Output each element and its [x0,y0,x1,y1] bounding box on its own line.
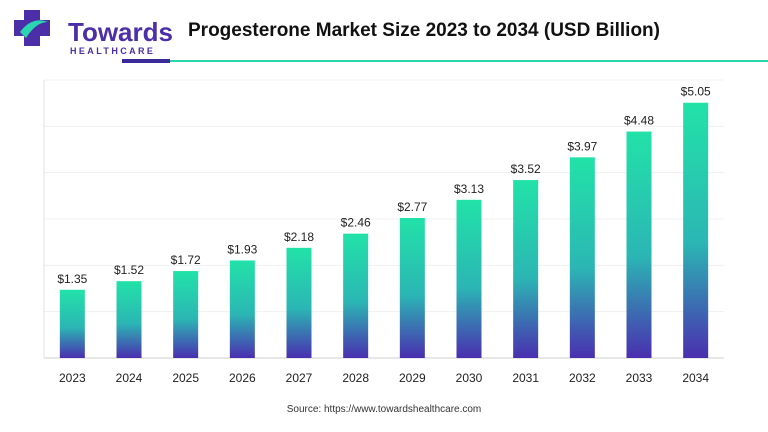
brand-subname: HEALTHCARE [70,46,156,56]
x-tick-2030: 2030 [456,371,483,385]
brand-name: Towards [68,17,173,47]
title-rule-accent [122,59,170,63]
bar-2033 [626,131,652,358]
bar-chart: $1.35 $1.52 $1.72 $1.93 $2.18 $2.46 $2.77 $3.13… [43,79,724,385]
data-label-2024: $1.52 [114,263,144,277]
bar-2028 [343,233,369,358]
brand-logo: Towards HEALTHCARE [10,8,173,56]
title-rule [170,60,768,62]
data-label-2030: $3.13 [454,182,484,196]
x-tick-2027: 2027 [286,371,313,385]
bar-2029 [399,217,425,358]
bar-2027 [286,247,312,358]
bar-2031 [513,180,539,358]
data-label-2023: $1.35 [57,272,87,286]
data-label-2028: $2.46 [341,216,371,230]
x-tick-2023: 2023 [59,371,86,385]
data-label-2031: $3.52 [511,162,541,176]
x-tick-2024: 2024 [116,371,143,385]
source-note: Source: https://www.towardshealthcare.co… [286,404,482,415]
data-label-2033: $4.48 [624,114,654,128]
bar-2030 [456,199,482,358]
x-tick-2033: 2033 [626,371,653,385]
bar-2025 [173,271,199,358]
data-labels: $1.35 $1.52 $1.72 $1.93 $2.18 $2.46 $2.77 $3.13… [57,85,711,286]
bar-2024 [116,281,142,358]
data-label-2029: $2.77 [397,200,427,214]
bar-2032 [569,157,595,358]
bars [59,102,709,358]
bar-2034 [683,102,709,358]
chart-title: Progesterone Market Size 2023 to 2034 (U… [188,20,660,41]
cross-logo-icon [14,10,50,46]
data-label-2034: $5.05 [681,85,711,99]
x-tick-2031: 2031 [512,371,539,385]
data-label-2025: $1.72 [171,253,201,267]
bar-2023 [59,289,85,358]
x-tick-2034: 2034 [682,371,709,385]
data-label-2032: $3.97 [567,139,597,153]
x-tick-labels: 2023 2024 2025 2026 2027 2028 2029 2030 2031 2032… [59,371,709,385]
data-label-2026: $1.93 [227,242,257,256]
x-tick-2028: 2028 [342,371,369,385]
grid-lines [43,79,724,359]
bar-2026 [229,260,255,358]
x-tick-2025: 2025 [172,371,199,385]
x-tick-2029: 2029 [399,371,426,385]
x-tick-2026: 2026 [229,371,256,385]
x-tick-2032: 2032 [569,371,596,385]
data-label-2027: $2.18 [284,230,314,244]
